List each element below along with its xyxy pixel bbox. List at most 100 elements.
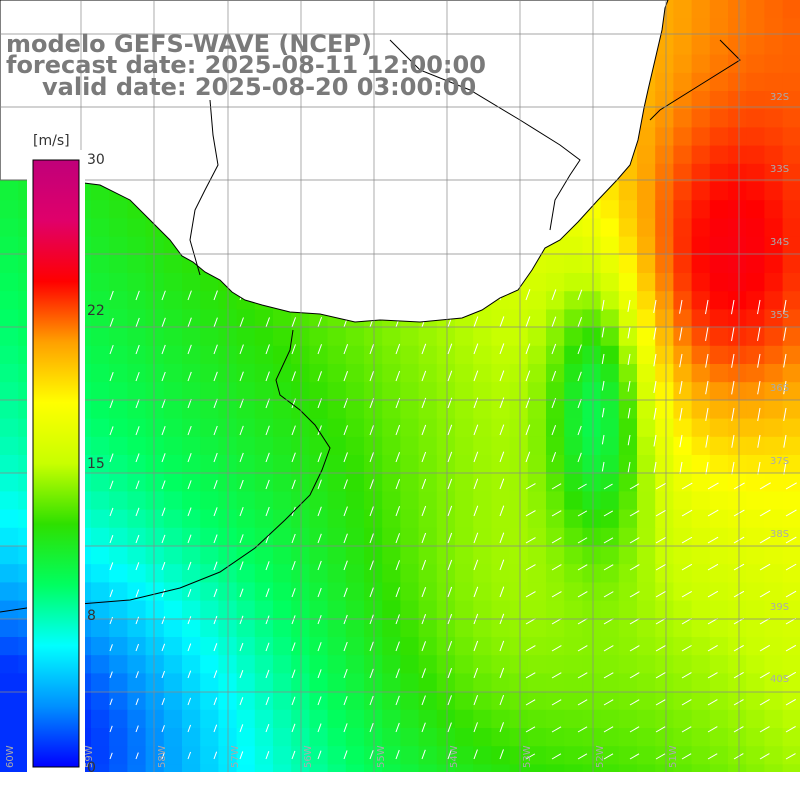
wind-arrow [473,559,479,571]
wind-cell [764,127,784,147]
wind-arrow [785,482,797,490]
wind-cell [546,691,565,711]
wind-arrow [551,591,562,598]
wind-arrow [343,479,348,490]
wind-cell [145,691,165,711]
wind-arrow [421,451,427,463]
wind-arrow [291,560,296,571]
wind-cell [345,618,365,638]
wind-cell [418,709,438,729]
lat-label: 34S [770,237,789,248]
wind-cell [109,637,128,656]
wind-arrow [707,482,719,490]
wind-cell [382,509,401,529]
wind-cell [236,655,256,674]
wind-cell [418,364,438,383]
wind-cell [728,746,747,765]
wind-cell [709,546,729,565]
wind-cell [127,691,147,711]
wind-arrow [161,290,166,301]
wind-arrow [317,452,322,463]
wind-cell [109,236,128,256]
wind-cell [527,673,547,693]
wind-cell [564,382,583,401]
wind-cell [145,655,165,674]
wind-arrow [369,641,374,652]
wind-cell [163,709,183,729]
wind-cell [127,655,147,674]
wind-arrow [577,699,588,706]
wind-cell [728,273,747,292]
wind-arrow [679,326,683,341]
wind-cell [582,655,602,674]
wind-cell [728,218,747,238]
wind-cell [400,436,420,456]
wind-arrow [239,588,244,598]
wind-arrow [551,370,557,382]
wind-cell [182,746,201,765]
wind-cell [491,382,511,401]
wind-cell [527,327,547,347]
wind-cell [618,291,638,310]
wind-arrow [731,461,735,475]
wind-cell [309,709,329,729]
wind-cell [109,382,128,401]
wind-cell [382,618,401,638]
wind-cell [345,546,365,565]
wind-arrow [705,461,709,475]
wind-arrow [317,479,322,490]
wind-cell [582,291,602,310]
wind-cell [709,163,729,183]
wind-cell [91,364,110,383]
wind-arrow [421,532,427,544]
wind-cell [600,418,620,438]
wind-cell [673,728,693,747]
wind-cell [655,145,674,165]
wind-arrow [525,397,531,409]
wind-cell [600,455,620,474]
wind-cell [345,491,365,511]
wind-cell [673,400,693,420]
wind-cell [473,618,492,638]
wind-cell [200,455,219,474]
wind-arrow [447,586,453,598]
wind-arrow [395,506,401,517]
wind-cell [691,655,711,674]
wind-cell [145,236,165,256]
wind-cell [527,382,547,401]
wind-cell [673,546,693,565]
wind-cell [673,455,693,474]
wind-cell [509,709,529,729]
wind-cell [309,491,329,511]
wind-cell [527,345,547,365]
wind-arrow [759,536,771,544]
wind-cell [782,728,800,747]
wind-cell [309,600,329,620]
wind-cell [618,455,638,474]
wind-cell [655,673,674,693]
wind-arrow [681,536,693,544]
wind-arrow [759,726,770,733]
wind-arrow [759,509,771,517]
wind-cell [91,382,110,401]
wind-cell [673,600,693,620]
wind-cell [546,254,565,274]
wind-arrow [499,532,505,544]
wind-cell [254,473,274,492]
wind-cell [709,655,729,674]
wind-cell [327,345,347,365]
wind-arrow [265,696,270,706]
wind-arrow [213,290,218,301]
wind-cell [127,546,147,565]
wind-cell [291,673,310,693]
wind-arrow [525,510,536,517]
wind-arrow [161,698,165,706]
wind-cell [109,509,128,529]
wind-cell [273,473,292,492]
wind-cell [473,527,492,547]
wind-cell [509,436,529,456]
wind-cell [291,345,310,365]
wind-cell [637,600,656,620]
wind-cell [691,163,711,183]
wind-cell [764,145,784,165]
